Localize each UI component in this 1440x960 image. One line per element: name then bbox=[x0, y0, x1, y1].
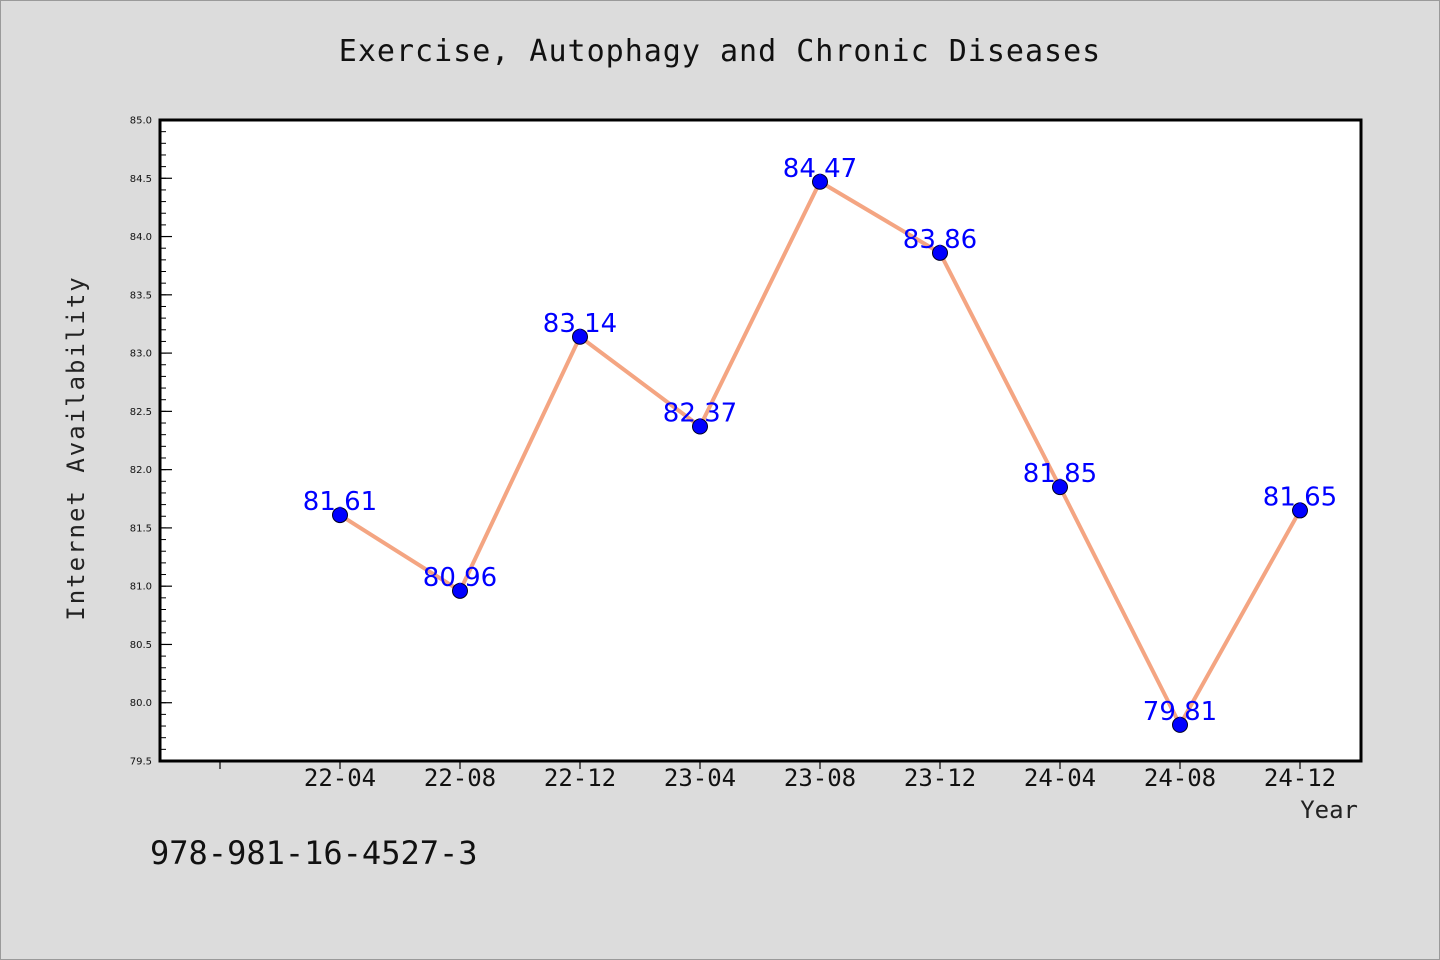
x-axis-label: Year bbox=[1300, 796, 1358, 824]
x-tick-label: 24-08 bbox=[1144, 764, 1216, 792]
data-markers bbox=[332, 173, 1308, 733]
y-tick-label: 82.0 bbox=[130, 465, 152, 476]
y-tick-label: 81.0 bbox=[130, 582, 152, 593]
y-tick-label: 80.5 bbox=[130, 640, 152, 651]
y-tick-label: 85.0 bbox=[130, 116, 152, 127]
y-tick-label: 81.5 bbox=[130, 523, 152, 534]
data-point bbox=[692, 418, 708, 435]
x-tick-label: 23-04 bbox=[664, 764, 736, 792]
data-point bbox=[812, 173, 828, 190]
y-tick-label: 80.0 bbox=[130, 698, 152, 709]
plot-area bbox=[160, 120, 1361, 761]
data-label: 82.37 bbox=[663, 399, 737, 429]
data-point bbox=[332, 507, 348, 524]
data-label: 81.65 bbox=[1263, 482, 1337, 512]
x-axis-ticks: 22-04 22-08 22-12 23-04 23-08 23-12 24-04 24-08… bbox=[219, 760, 1336, 792]
data-point bbox=[1052, 479, 1068, 496]
x-tick-label: 22-08 bbox=[424, 764, 496, 792]
x-tick-label: 24-12 bbox=[1264, 764, 1336, 792]
x-tick-label: 22-04 bbox=[304, 764, 376, 792]
data-labels: 81.61 80.96 83.14 82.37 84.47 83.86 81.85 79.81… bbox=[303, 154, 1337, 727]
y-tick-label: 82.5 bbox=[130, 407, 152, 418]
x-tick-label: 24-04 bbox=[1024, 764, 1096, 792]
data-label: 83.14 bbox=[543, 309, 617, 339]
data-point bbox=[1292, 502, 1308, 519]
y-tick-label: 84.5 bbox=[130, 174, 152, 185]
y-tick-label: 84.0 bbox=[130, 232, 152, 243]
data-label: 79.81 bbox=[1143, 697, 1217, 727]
data-point bbox=[452, 582, 468, 599]
data-label: 81.85 bbox=[1023, 459, 1097, 489]
y-axis-ticks: 79.5 80.0 80.5 81.0 81.5 82.0 82.5 83.0 83.5 84.0… bbox=[130, 116, 172, 768]
data-point bbox=[572, 328, 588, 345]
data-label: 84.47 bbox=[783, 154, 857, 184]
chart-title: Exercise, Autophagy and Chronic Diseases bbox=[338, 34, 1102, 69]
plot-border bbox=[158, 118, 1363, 763]
x-tick-label: 23-08 bbox=[784, 764, 856, 792]
y-tick-label: 83.0 bbox=[130, 349, 152, 360]
data-point bbox=[932, 244, 948, 261]
y-tick-label: 79.5 bbox=[130, 757, 152, 768]
y-tick-label: 83.5 bbox=[130, 290, 152, 301]
data-label: 81.61 bbox=[303, 487, 377, 517]
data-label: 80.96 bbox=[423, 563, 497, 593]
data-label: 83.86 bbox=[903, 225, 977, 255]
data-point bbox=[1172, 716, 1188, 733]
x-tick-label: 22-12 bbox=[544, 764, 616, 792]
isbn-text: 978-981-16-4527-3 bbox=[150, 834, 478, 872]
x-tick-label: 23-12 bbox=[904, 764, 976, 792]
